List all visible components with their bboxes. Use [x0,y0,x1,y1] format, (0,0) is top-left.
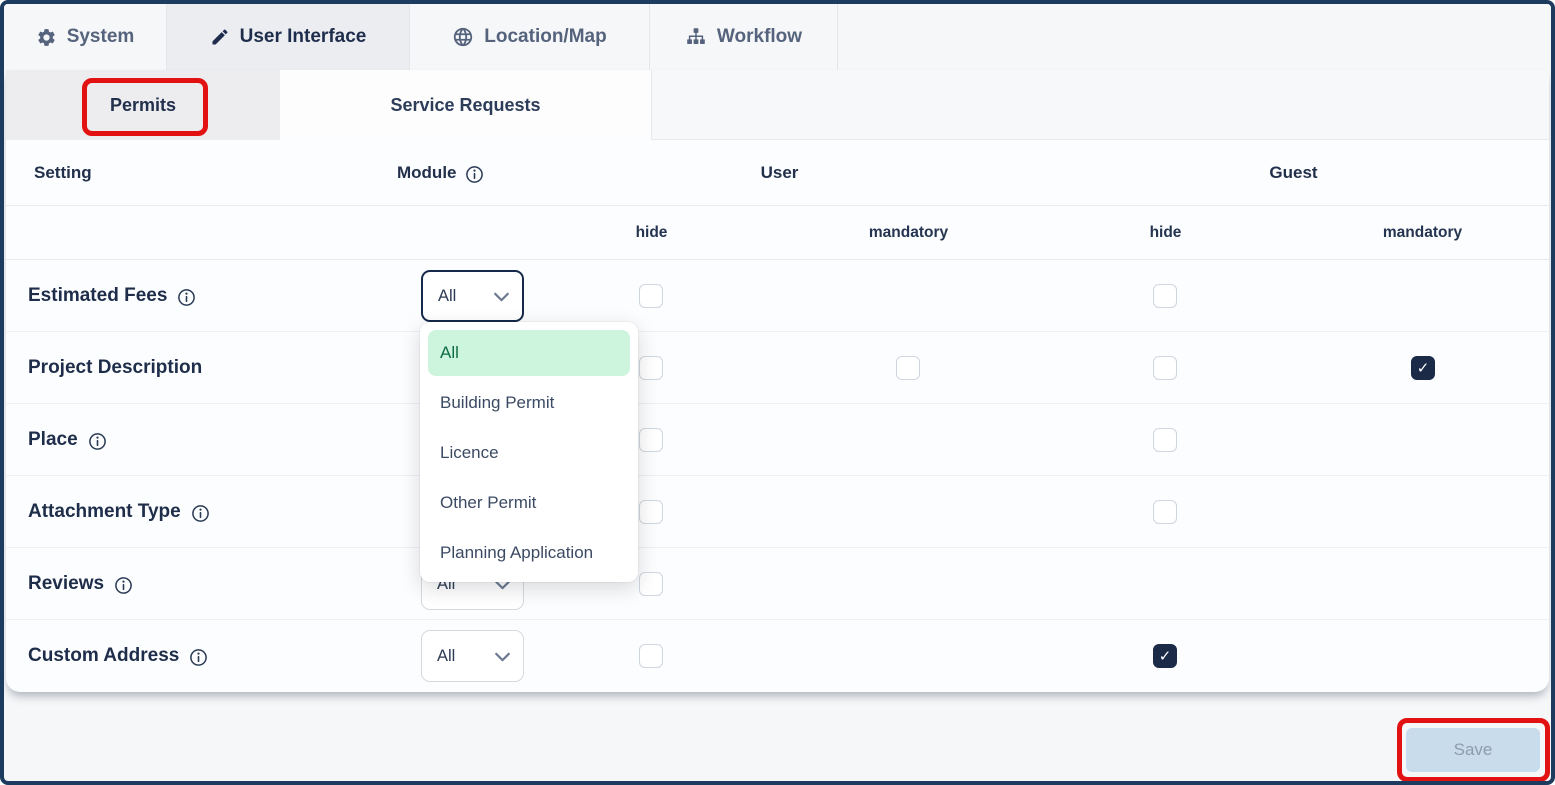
chevron-down-icon [494,288,509,307]
chevron-down-icon [495,648,510,667]
checkbox-user-hide[interactable] [639,428,663,452]
sub-tab-bar: Permits Service Requests [6,70,1549,140]
pencil-icon [212,29,228,45]
subheader-user-hide: hide [635,224,668,241]
tab-workflow[interactable]: Workflow [650,4,838,70]
checkbox-user-hide[interactable] [639,284,663,308]
subtab-label: Service Requests [390,94,541,115]
row-label: Estimated Fees [28,285,168,306]
info-icon[interactable] [189,648,208,667]
tab-bar-filler [838,4,1551,70]
table-subheader-row: hide mandatory hide mandatory [6,206,1549,260]
checkbox-user-hide[interactable] [639,572,663,596]
save-button[interactable]: Save [1406,728,1540,772]
table-row: Project Description All [6,332,1549,404]
row-label: Custom Address [28,645,180,666]
tab-label: System [66,26,135,47]
checkbox-user-hide[interactable] [639,356,663,380]
checkbox-user-hide[interactable] [639,644,663,668]
info-icon[interactable] [114,576,133,595]
dropdown-option-building-permit[interactable]: Building Permit [440,393,555,412]
checkbox-guest-hide[interactable] [1153,284,1177,308]
tab-system[interactable]: System [4,4,167,70]
checkbox-guest-hide[interactable] [1153,644,1177,668]
subheader-guest-hide: hide [1149,224,1182,241]
dropdown-option-licence[interactable]: Licence [440,443,499,462]
column-header-user: User [760,163,799,182]
table-header-row: Setting Module User Guest [6,140,1549,206]
subheader-guest-mandatory: mandatory [1382,224,1463,241]
checkbox-guest-hide[interactable] [1153,428,1177,452]
table-row: Place All [6,404,1549,476]
checkbox-user-mandatory[interactable] [896,356,920,380]
checkbox-user-hide[interactable] [639,500,663,524]
settings-card: Permits Service Requests Setting Module … [6,70,1549,692]
column-header-module: Module [397,140,484,206]
row-label: Project Description [28,357,203,378]
subtab-service-requests[interactable]: Service Requests [280,70,652,140]
info-icon[interactable] [191,504,210,523]
gear-icon [38,28,55,46]
table-row: Reviews All [6,548,1549,620]
chevron-down-icon [495,576,510,595]
info-icon[interactable] [88,432,107,451]
tab-label: Location/Map [484,26,607,47]
table-row: Estimated Fees All [6,260,1549,332]
row-label: Place [28,429,78,450]
column-header-guest: Guest [1269,163,1318,182]
subtab-permits[interactable]: Permits [6,70,280,140]
tab-location-map[interactable]: Location/Map [410,4,650,70]
subtab-label: Permits [109,94,177,115]
row-label: Reviews [28,573,105,594]
tab-label: Workflow [716,26,803,47]
row-label: Attachment Type [28,501,181,522]
dropdown-option-all[interactable]: All [428,330,630,376]
checkbox-guest-hide[interactable] [1153,356,1177,380]
globe-icon [454,27,473,47]
table-row: Attachment Type All [6,476,1549,548]
info-icon[interactable] [465,165,484,184]
info-icon[interactable] [177,288,196,307]
dropdown-option-other-permit[interactable]: Other Permit [440,493,537,512]
tab-user-interface[interactable]: User Interface [167,4,410,70]
dropdown-option-planning-application[interactable]: Planning Application [440,543,594,562]
top-tab-bar: System User Interface Location/Map Workf… [4,4,1551,70]
module-select[interactable]: All [421,630,524,682]
table-row: Custom Address All [6,620,1549,692]
module-dropdown-menu: All Building Permit Licence Other Permit… [420,322,638,582]
checkbox-guest-mandatory[interactable] [1411,356,1435,380]
tab-label: User Interface [239,26,367,47]
workflow-icon [687,28,705,44]
module-select[interactable]: All [421,270,524,322]
checkbox-guest-hide[interactable] [1153,500,1177,524]
subheader-user-mandatory: mandatory [868,224,949,241]
column-header-setting: Setting [34,163,92,182]
